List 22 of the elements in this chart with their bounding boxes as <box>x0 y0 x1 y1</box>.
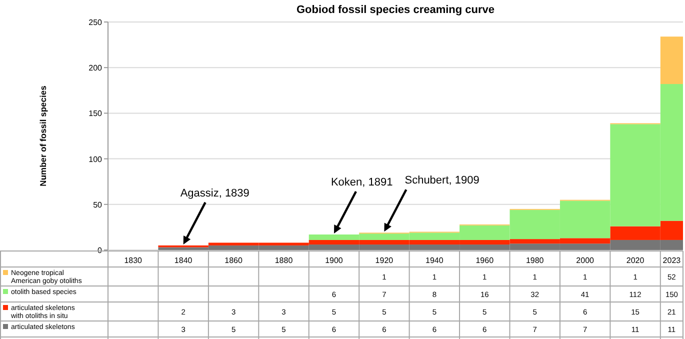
x-tick-label: 1900 <box>325 256 344 265</box>
x-tick-label: 1880 <box>274 256 294 265</box>
chart-title: Gobiod fossil species creaming curve <box>296 4 495 16</box>
x-tick-label: 2000 <box>576 256 595 265</box>
y-tick-label: 150 <box>88 109 103 118</box>
y-tick-label: 100 <box>88 154 103 164</box>
x-tick-label: 1860 <box>224 256 243 265</box>
y-tick-label: 50 <box>93 200 103 210</box>
x-tick-label: 1980 <box>526 256 544 265</box>
x-tick-label: 2020 <box>626 256 645 265</box>
x-tick-label: 1960 <box>476 256 494 265</box>
x-tick-label: 1840 <box>174 256 193 265</box>
annotation: Agassiz, 1839 <box>180 187 250 200</box>
x-tick-label: 1830 <box>124 256 143 265</box>
annotation: Schubert, 1909 <box>404 174 480 187</box>
x-tick-label: 1940 <box>426 256 444 265</box>
y-axis-title: Number of fossil species <box>38 85 48 186</box>
x-tick-label: 1920 <box>375 256 394 265</box>
x-tick-label: 2023 <box>662 256 682 265</box>
y-tick-label: 200 <box>88 64 103 73</box>
annotation: Koken, 1891 <box>330 176 393 188</box>
y-tick-label: 250 <box>88 18 103 27</box>
